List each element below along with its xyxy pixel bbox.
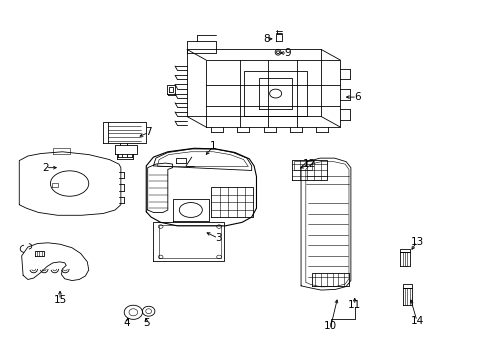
Text: 3: 3 xyxy=(214,233,221,243)
Text: 5: 5 xyxy=(142,318,149,328)
Text: 12: 12 xyxy=(302,159,315,169)
Text: 1: 1 xyxy=(210,141,216,152)
Text: 8: 8 xyxy=(262,34,269,44)
Text: 7: 7 xyxy=(145,127,152,138)
Text: 9: 9 xyxy=(284,48,290,58)
Text: 2: 2 xyxy=(42,163,49,173)
Text: 13: 13 xyxy=(409,237,423,247)
Text: 10: 10 xyxy=(324,321,337,332)
Text: 11: 11 xyxy=(347,300,361,310)
Text: 6: 6 xyxy=(353,92,360,102)
Text: 15: 15 xyxy=(53,295,66,305)
Text: 14: 14 xyxy=(409,316,423,326)
Text: 4: 4 xyxy=(123,318,130,328)
